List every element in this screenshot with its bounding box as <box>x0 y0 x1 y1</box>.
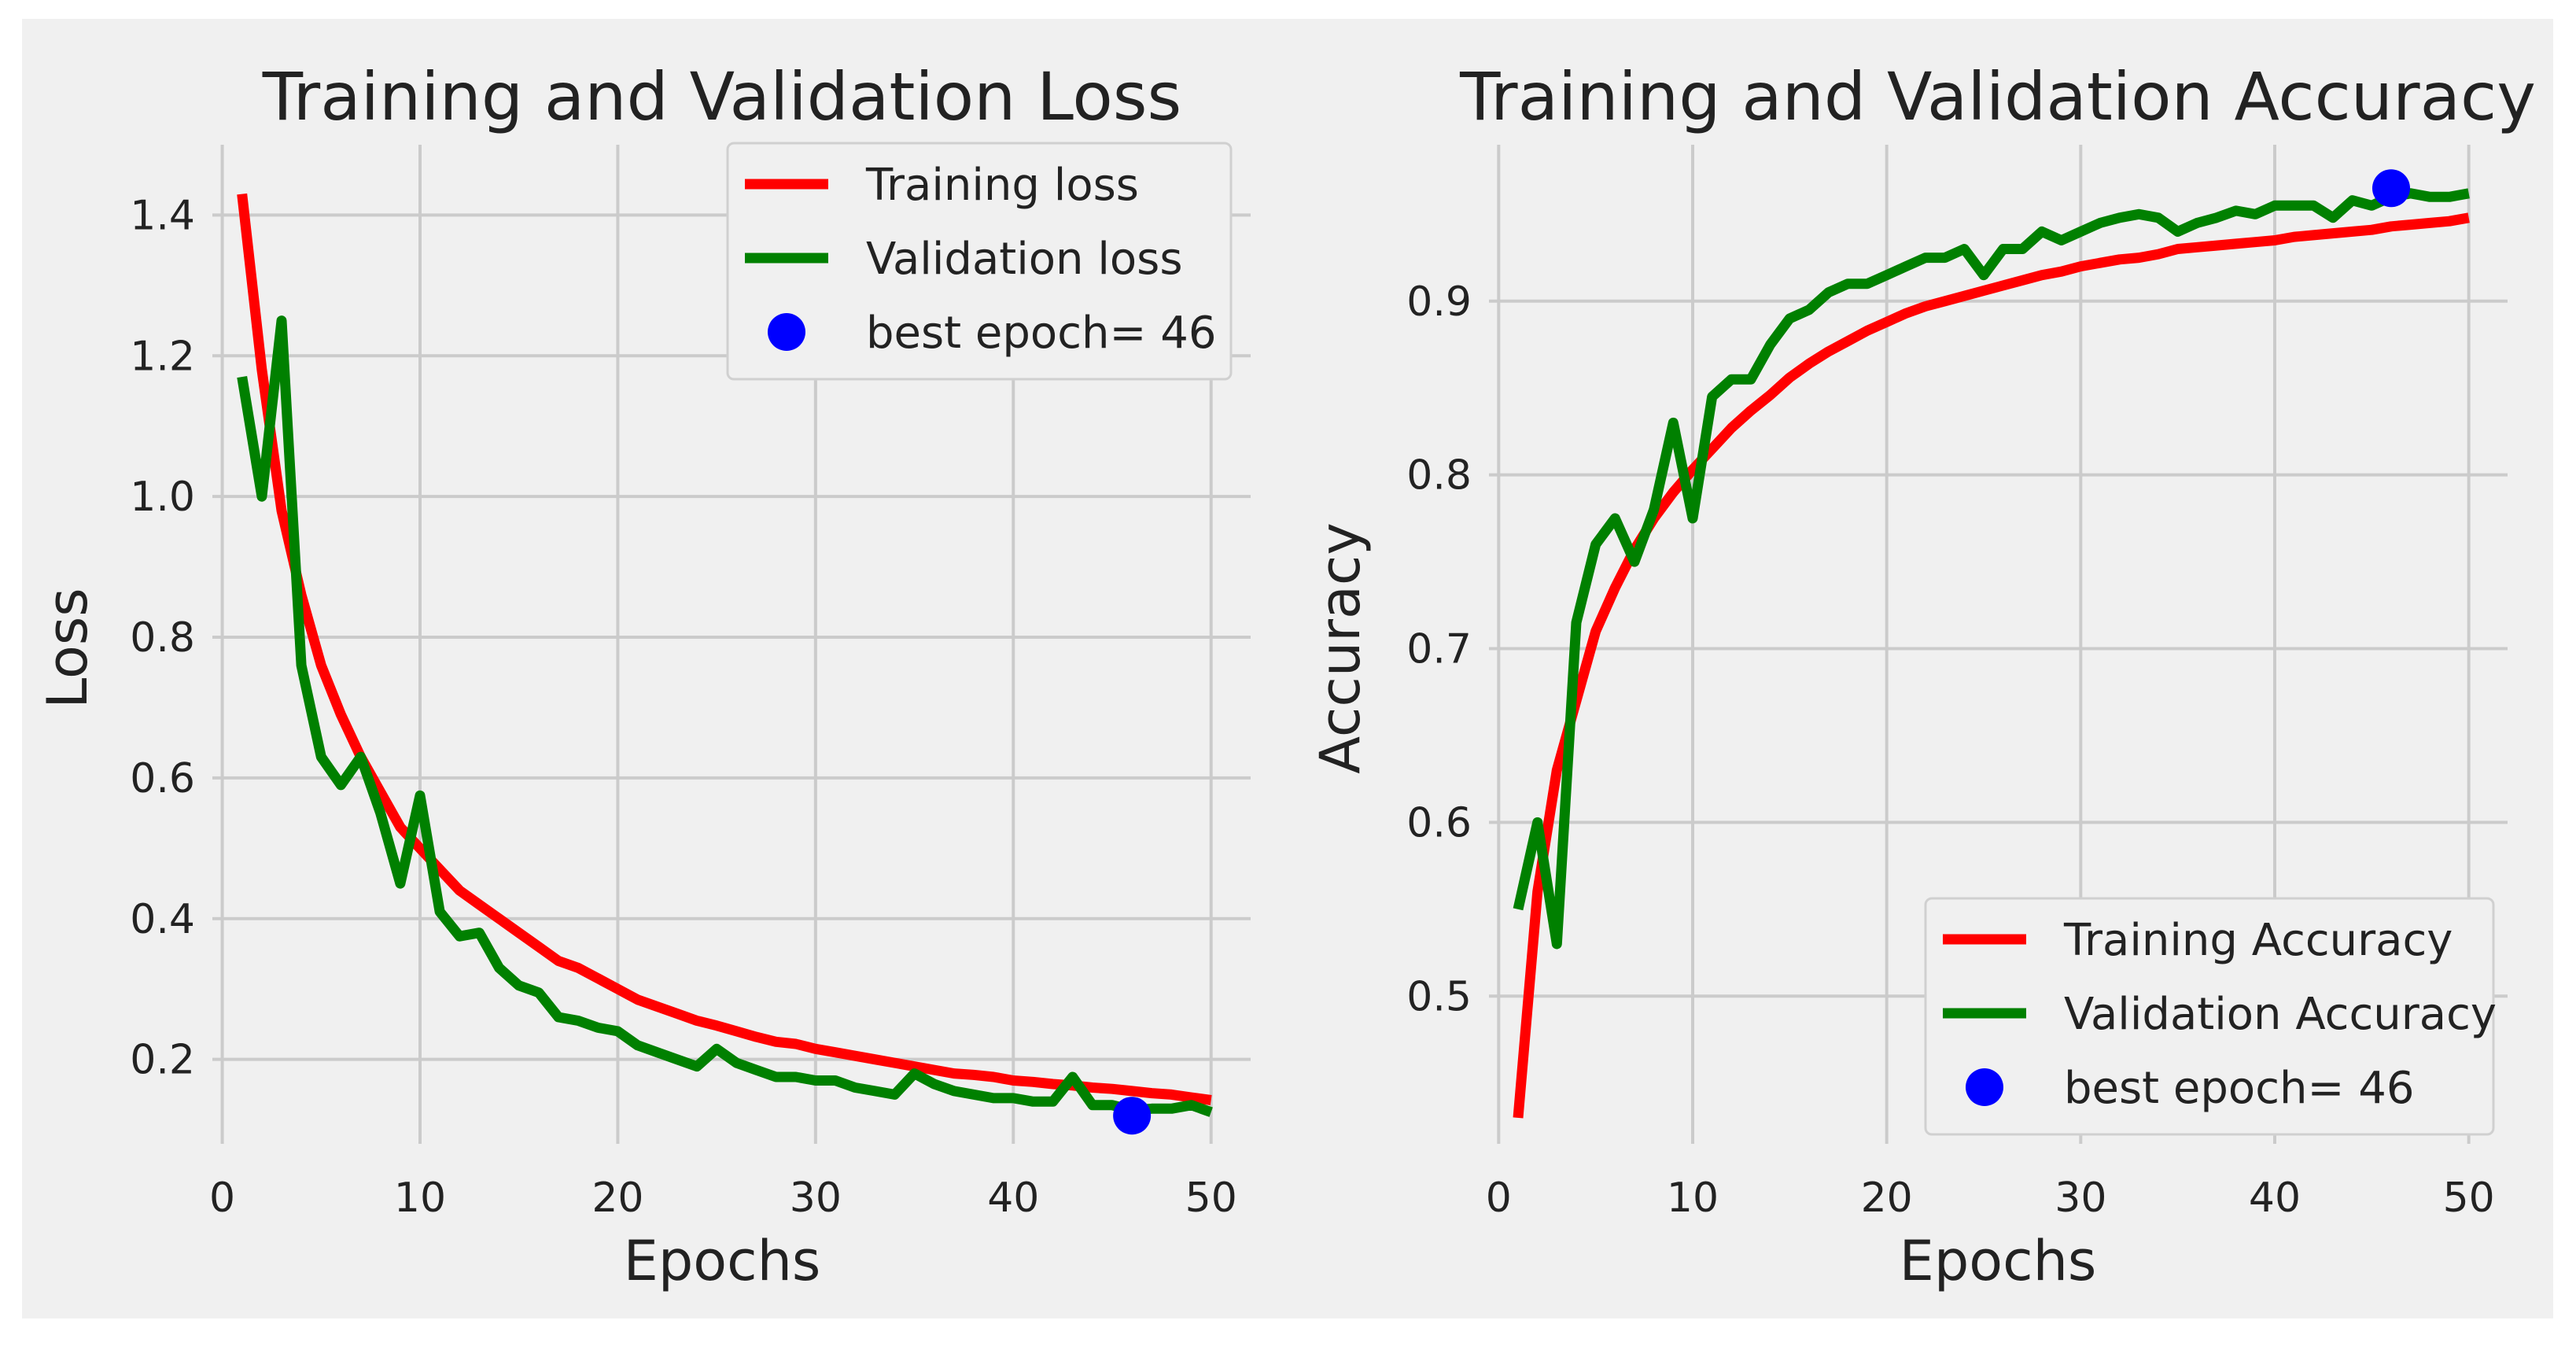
accuracy-legend: Training Accuracy Validation Accuracy best… <box>1924 897 2497 1136</box>
loss-ytick-label: 0.4 <box>130 896 195 943</box>
accuracy-series-training-accuracy <box>1513 212 2470 1119</box>
loss-xtick-label: 50 <box>1185 1175 1237 1222</box>
accuracy-xtick-label: 20 <box>1861 1175 1913 1222</box>
loss-legend-label-best-epoch: best epoch= 46 <box>866 308 1216 359</box>
loss-ytick-label: 1.0 <box>130 474 195 521</box>
accuracy-ytick-label: 0.7 <box>1406 626 1472 673</box>
accuracy-legend-swatch-best-epoch <box>1966 1068 2003 1106</box>
loss-ytick-label: 0.6 <box>130 755 195 802</box>
accuracy-chart-ylabel: Accuracy <box>1308 522 1373 774</box>
loss-chart-title: Training and Validation Loss <box>262 58 1182 135</box>
accuracy-xtick-label: 50 <box>2443 1175 2495 1222</box>
accuracy-best-epoch-point <box>2372 169 2410 208</box>
accuracy-legend-label-validation-accuracy: Validation Accuracy <box>2064 989 2497 1040</box>
accuracy-series-validation-accuracy <box>1513 188 2470 950</box>
loss-chart-ylabel: Loss <box>35 588 100 709</box>
accuracy-xtick-label: 0 <box>1486 1175 1512 1222</box>
accuracy-plot-area: 0 10 20 30 40 50 0.5 0.6 0.7 0.8 0.9 <box>1406 145 2508 1222</box>
accuracy-legend-box <box>1924 897 2495 1136</box>
loss-xtick-label: 10 <box>394 1175 446 1222</box>
loss-ytick-label: 1.2 <box>130 333 195 380</box>
accuracy-chart-title: Training and Validation Accuracy <box>1459 58 2536 135</box>
accuracy-ytick-label: 0.5 <box>1406 973 1472 1020</box>
figure: Training and Validation Loss Epochs Loss… <box>22 19 2553 1318</box>
chart-canvas: Training and Validation Loss Epochs Loss… <box>35 58 2536 1293</box>
loss-legend-label-validation-loss: Validation loss <box>866 234 1183 285</box>
loss-ytick-label: 0.2 <box>130 1037 195 1084</box>
loss-ytick-label: 0.8 <box>130 614 195 662</box>
loss-series-validation-loss <box>237 315 1213 1117</box>
accuracy-xtick-label: 40 <box>2249 1175 2301 1222</box>
loss-legend: Training loss Validation loss best epoch= … <box>726 142 1233 381</box>
accuracy-xtick-label: 30 <box>2055 1175 2106 1222</box>
loss-xtick-label: 30 <box>790 1175 842 1222</box>
accuracy-ytick-label: 0.9 <box>1406 278 1472 326</box>
loss-legend-box <box>726 142 1233 381</box>
loss-xtick-label: 0 <box>209 1175 235 1222</box>
accuracy-xtick-label: 10 <box>1667 1175 1719 1222</box>
loss-chart-xlabel: Epochs <box>624 1229 821 1293</box>
accuracy-ytick-label: 0.6 <box>1406 799 1472 846</box>
accuracy-legend-label-best-epoch: best epoch= 46 <box>2064 1063 2414 1114</box>
loss-series-training-loss <box>237 193 1212 1105</box>
loss-legend-label-training-loss: Training loss <box>865 160 1139 211</box>
loss-xtick-label: 20 <box>591 1175 643 1222</box>
loss-xtick-label: 40 <box>987 1175 1039 1222</box>
loss-legend-swatch-best-epoch <box>768 313 805 351</box>
accuracy-chart-xlabel: Epochs <box>1900 1229 2097 1293</box>
loss-ytick-label: 1.4 <box>130 192 195 239</box>
accuracy-legend-label-training-accuracy: Training Accuracy <box>2063 915 2453 966</box>
accuracy-ytick-label: 0.8 <box>1406 452 1472 500</box>
loss-best-epoch-point <box>1113 1097 1152 1135</box>
